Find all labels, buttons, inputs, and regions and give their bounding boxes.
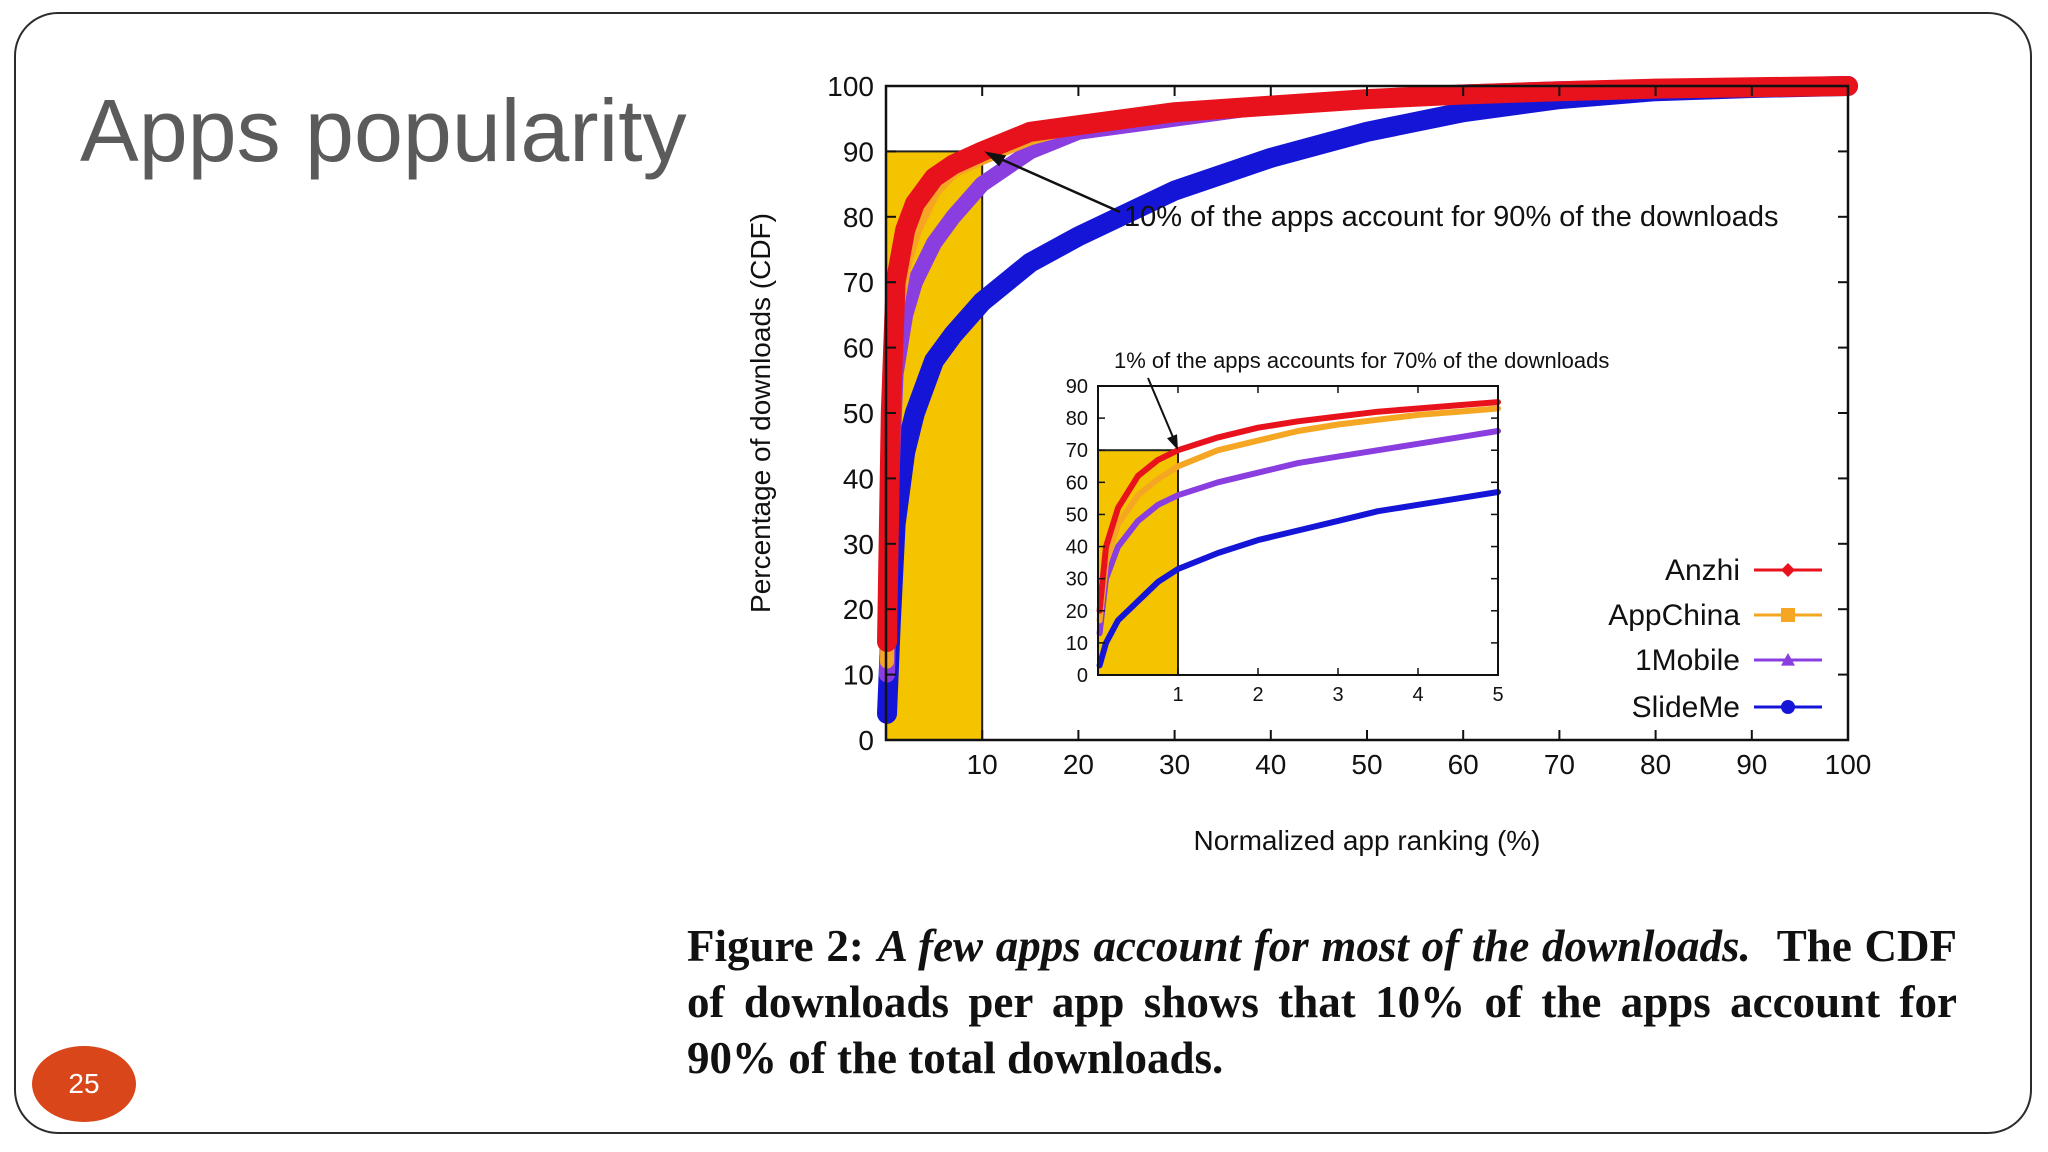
slide-frame bbox=[14, 12, 2032, 1134]
x-axis-label: Normalized app ranking (%) bbox=[1193, 825, 1540, 856]
data-point bbox=[950, 161, 957, 168]
series-line-anzhi bbox=[877, 76, 1858, 652]
legend-marker-slideme bbox=[1781, 700, 1795, 714]
y-tick-label: 70 bbox=[843, 267, 874, 298]
page-number-badge: 25 bbox=[32, 1046, 136, 1122]
inset-y-tick-label: 50 bbox=[1066, 504, 1088, 526]
x-tick-label: 50 bbox=[1351, 749, 1382, 780]
inset-y-tick-label: 90 bbox=[1066, 376, 1088, 398]
data-point bbox=[1171, 109, 1178, 116]
y-tick-label: 60 bbox=[843, 333, 874, 364]
x-tick-label: 40 bbox=[1255, 749, 1286, 780]
legend-marker-anzhi bbox=[1781, 563, 1795, 577]
y-tick-label: 50 bbox=[843, 398, 874, 429]
caption-lead: Figure 2: bbox=[687, 921, 864, 971]
inset-x-tick-label: 2 bbox=[1252, 684, 1263, 706]
inset-frame bbox=[1097, 385, 1499, 676]
data-point bbox=[1027, 128, 1034, 135]
data-point bbox=[1075, 122, 1082, 129]
legend-label-anzhi: Anzhi bbox=[1665, 554, 1740, 587]
data-point bbox=[911, 200, 918, 207]
data-point bbox=[1267, 154, 1274, 161]
inset-y-tick-label: 60 bbox=[1066, 472, 1088, 494]
inset-series-line-slideme bbox=[1096, 489, 1501, 669]
data-point bbox=[979, 148, 986, 155]
legend-marker-appchina bbox=[1781, 608, 1795, 622]
inset-x-tick-label: 4 bbox=[1412, 684, 1423, 706]
inset-y-tick-label: 80 bbox=[1066, 408, 1088, 430]
x-tick-label: 20 bbox=[1063, 749, 1094, 780]
data-point bbox=[950, 331, 957, 338]
inset-x-tick-label: 3 bbox=[1332, 684, 1343, 706]
y-tick-label: 100 bbox=[827, 71, 874, 102]
slide-title: Apps popularity bbox=[80, 81, 687, 180]
annotation-arrow bbox=[989, 153, 1121, 214]
data-point bbox=[931, 239, 938, 246]
inset-y-tick-label: 20 bbox=[1066, 601, 1088, 623]
inset-series-line-anzhi bbox=[1096, 399, 1501, 614]
data-point bbox=[1267, 102, 1274, 109]
data-point bbox=[1027, 259, 1034, 266]
y-tick-label: 80 bbox=[843, 202, 874, 233]
x-tick-label: 90 bbox=[1736, 749, 1767, 780]
caption-body: The CDF of downloads per app shows that … bbox=[687, 921, 1957, 1083]
y-axis-label: Percentage of downloads (CDF) bbox=[745, 213, 776, 613]
y-tick-label: 40 bbox=[843, 463, 874, 494]
data-point bbox=[1027, 148, 1034, 155]
inset-x-tick-label: 1 bbox=[1172, 684, 1183, 706]
x-tick-label: 30 bbox=[1159, 749, 1190, 780]
annotation-arrowhead bbox=[984, 151, 1007, 167]
y-tick-label: 10 bbox=[843, 660, 874, 691]
inset-y-tick-label: 10 bbox=[1066, 633, 1088, 655]
data-point bbox=[902, 449, 909, 456]
legend-label-slideme: SlideMe bbox=[1632, 691, 1740, 724]
data-point bbox=[1364, 96, 1370, 103]
x-tick-label: 100 bbox=[1825, 749, 1872, 780]
data-point bbox=[950, 213, 957, 220]
data-point bbox=[1364, 128, 1370, 135]
y-tick-label: 20 bbox=[843, 594, 874, 625]
x-tick-label: 70 bbox=[1544, 749, 1575, 780]
x-tick-label: 10 bbox=[967, 749, 998, 780]
inset-series-line-1mobile bbox=[1096, 428, 1501, 637]
x-tick-label: 80 bbox=[1640, 749, 1671, 780]
inset-y-tick-label: 40 bbox=[1066, 537, 1088, 559]
y-tick-label: 90 bbox=[843, 136, 874, 167]
page-number: 25 bbox=[68, 1068, 100, 1099]
figure-caption: Figure 2: A few apps account for most of … bbox=[687, 918, 1957, 1086]
annotation-inset: 1% of the apps accounts for 70% of the d… bbox=[1114, 348, 1609, 373]
inset-y-tick-label: 70 bbox=[1066, 440, 1088, 462]
data-point bbox=[1171, 187, 1178, 194]
inset-annotation-arrow bbox=[1147, 377, 1177, 445]
legend-label-1mobile: 1Mobile bbox=[1635, 644, 1740, 677]
inset-y-tick-label: 30 bbox=[1066, 569, 1088, 591]
data-point bbox=[979, 298, 986, 305]
y-tick-label: 30 bbox=[843, 529, 874, 560]
caption-emphasis: A few apps account for most of the downl… bbox=[877, 921, 1751, 971]
data-point bbox=[911, 279, 918, 286]
data-point bbox=[1460, 109, 1467, 116]
inset-y-tick-label: 0 bbox=[1077, 665, 1088, 687]
x-tick-label: 60 bbox=[1448, 749, 1479, 780]
inset-series-line-appchina bbox=[1096, 405, 1501, 624]
inset-annotation-arrowhead bbox=[1167, 434, 1178, 451]
legend-marker-1mobile bbox=[1781, 653, 1795, 666]
annotation-main: 10% of the apps account for 90% of the d… bbox=[1124, 201, 1779, 233]
data-point bbox=[931, 174, 938, 181]
data-point bbox=[979, 181, 986, 188]
data-point bbox=[902, 226, 909, 233]
data-point bbox=[931, 357, 938, 364]
data-point bbox=[1075, 233, 1082, 240]
legend-label-appchina: AppChina bbox=[1608, 599, 1740, 632]
inset-x-tick-label: 5 bbox=[1492, 684, 1503, 706]
data-point bbox=[911, 410, 918, 416]
y-tick-label: 0 bbox=[858, 725, 874, 756]
